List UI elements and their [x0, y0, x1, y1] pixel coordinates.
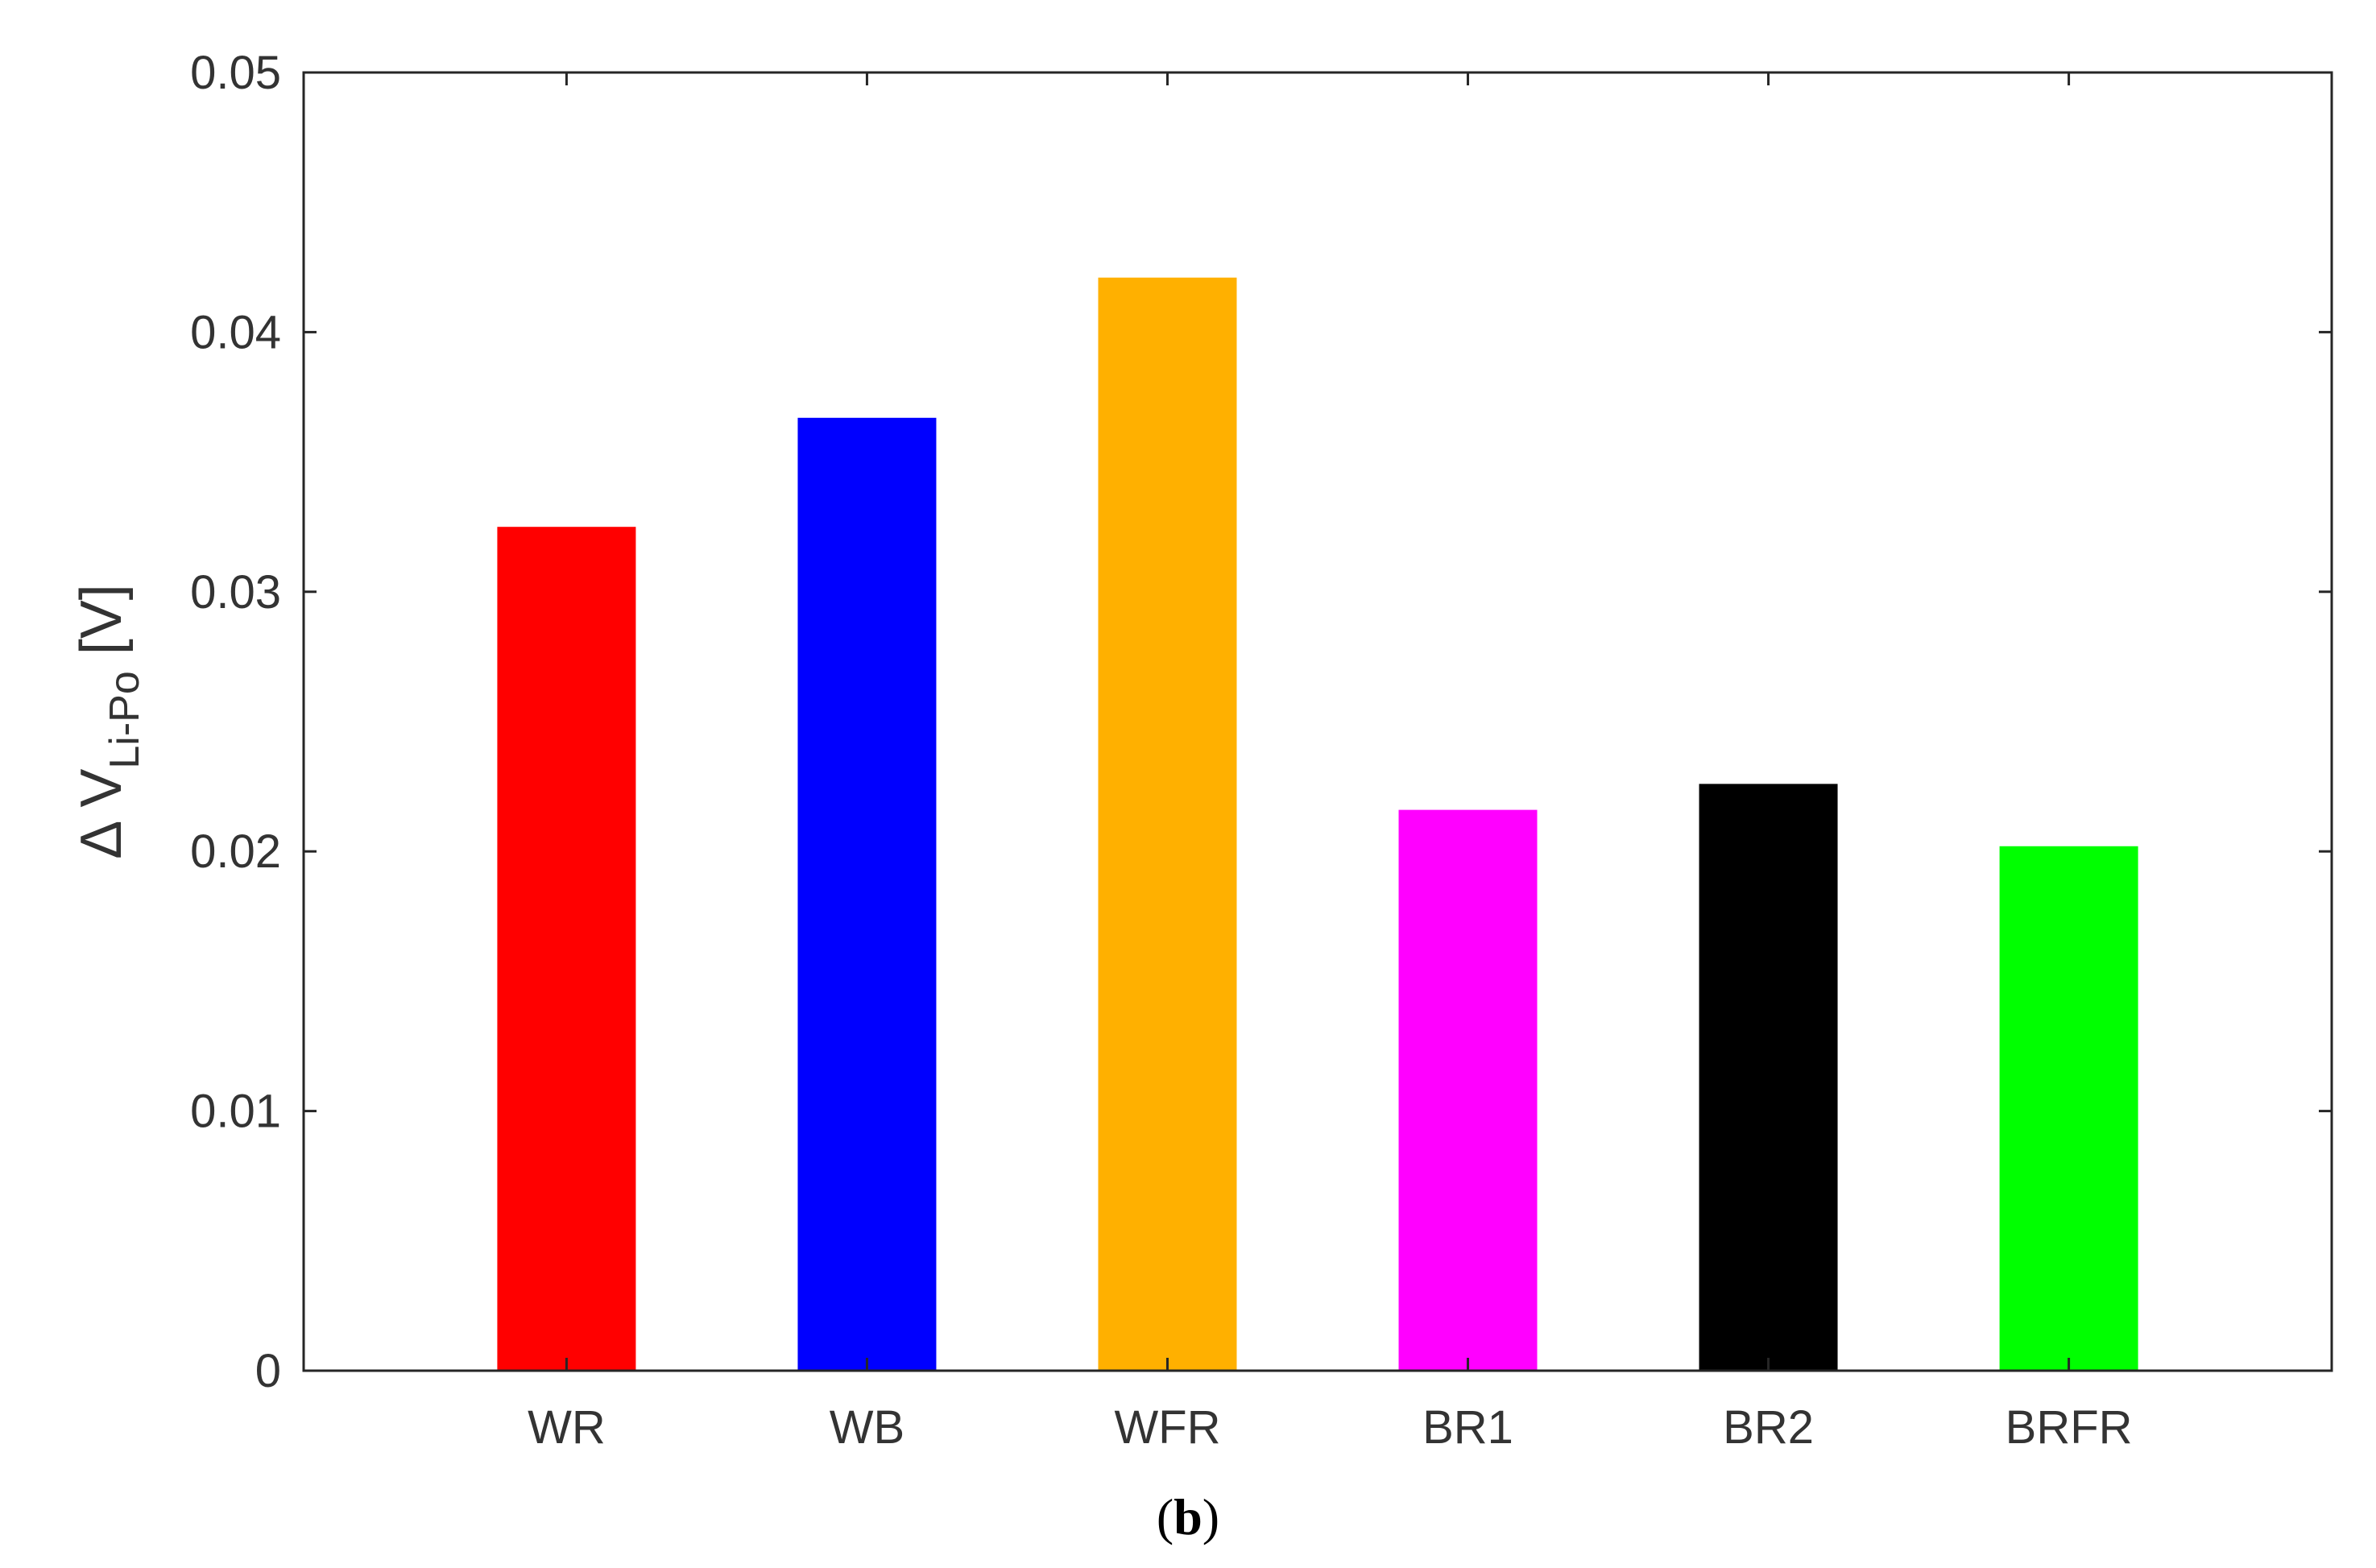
panel-label: (b): [1157, 1488, 1219, 1545]
xtick-label-wfr: WFR: [1114, 1401, 1220, 1454]
y-tick-labels: 0 0.01 0.02 0.03 0.04 0.05: [190, 47, 281, 1397]
y-axis-label-main: Δ V: [69, 769, 134, 859]
ytick-label: 0.02: [190, 825, 281, 878]
bar-wfr: [1098, 277, 1237, 1371]
y-axis-label-unit: [V]: [69, 584, 134, 671]
axes-box: [302, 71, 2333, 1372]
ytick-label: 0.04: [190, 306, 281, 358]
bar-brfr: [1999, 846, 2138, 1371]
y-axis-label-subscript: Li-Po: [101, 671, 148, 768]
xtick-label-brfr: BRFR: [2006, 1401, 2133, 1454]
ytick-label: 0.01: [190, 1086, 281, 1138]
bar-br1: [1398, 809, 1538, 1371]
xtick-label-wr: WR: [528, 1401, 606, 1454]
ytick-label: 0.05: [190, 47, 281, 99]
ytick-label: 0: [255, 1345, 281, 1397]
ytick-label: 0.03: [190, 566, 281, 619]
bar-wb: [797, 417, 937, 1371]
plot-area: [304, 72, 2332, 1371]
xtick-label-wb: WB: [830, 1401, 904, 1454]
xtick-label-br1: BR1: [1422, 1401, 1513, 1454]
bar-br2: [1699, 784, 1838, 1371]
bar-wr: [497, 527, 636, 1371]
y-axis-label: Δ VLi-Po [V]: [69, 584, 148, 859]
x-tick-labels: WR WB WFR BR1 BR2 BRFR: [528, 1401, 2132, 1454]
xtick-label-br2: BR2: [1723, 1401, 1814, 1454]
bars-group: [497, 277, 2138, 1371]
